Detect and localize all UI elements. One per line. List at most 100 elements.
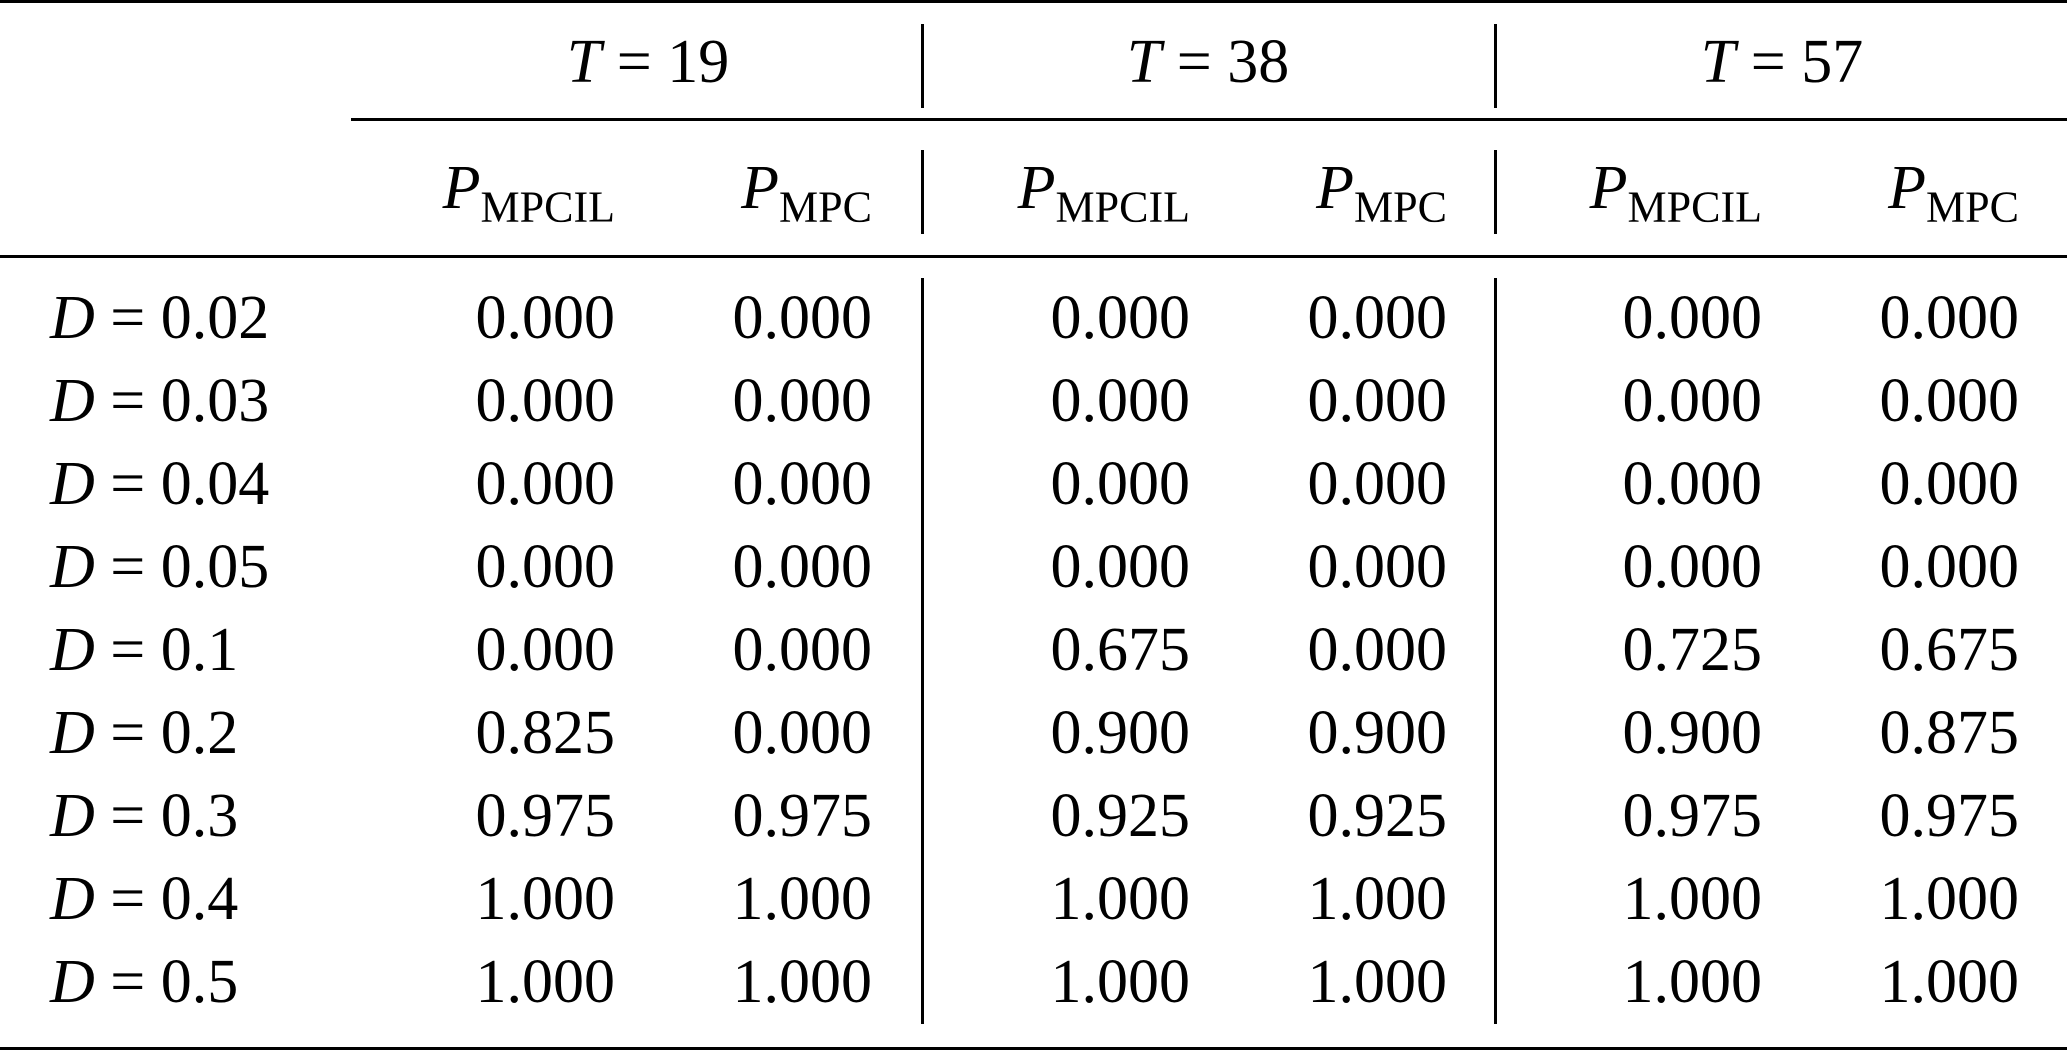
column-symbol: P <box>741 154 780 222</box>
table-cell: 0.000 <box>475 533 616 601</box>
table-cell: 0.000 <box>1307 367 1448 435</box>
table-cell: 0.000 <box>1879 284 2020 352</box>
row-label: D = 0.02 <box>50 282 269 354</box>
group-header-3: T = 57 <box>1582 26 1982 98</box>
table-cell: 0.000 <box>475 284 616 352</box>
table-cell: 0.825 <box>475 699 616 767</box>
table-cell: 0.000 <box>1879 367 2020 435</box>
table-cell: 0.000 <box>475 450 616 518</box>
group-separator-top-1 <box>921 24 924 108</box>
column-header-5: PMPCIL <box>1542 152 1762 243</box>
row-label: D = 0.03 <box>50 365 269 437</box>
row-value: 0.02 <box>160 284 270 352</box>
table-cell: 0.000 <box>1879 450 2020 518</box>
table-cell: 0.000 <box>732 616 873 684</box>
equals-sign: = <box>94 616 161 684</box>
row-variable: D <box>50 948 95 1016</box>
table-cell: 0.900 <box>1622 699 1763 767</box>
table-cell: 0.000 <box>732 533 873 601</box>
equals-sign: = <box>94 533 161 601</box>
table-cell: 0.000 <box>475 616 616 684</box>
equals-sign: = <box>601 28 668 96</box>
column-symbol: P <box>1589 154 1628 222</box>
table-cell: 0.000 <box>475 367 616 435</box>
table-cell: 1.000 <box>475 948 616 1016</box>
table-cell: 0.000 <box>1307 616 1448 684</box>
row-variable: D <box>50 284 95 352</box>
row-label: D = 0.1 <box>50 614 238 686</box>
table-cell: 1.000 <box>1050 948 1191 1016</box>
equals-sign: = <box>94 367 161 435</box>
group-underline <box>351 118 2067 121</box>
row-label: D = 0.05 <box>50 531 269 603</box>
table-cell: 1.000 <box>1879 948 2020 1016</box>
table-cell: 1.000 <box>1307 865 1448 933</box>
row-variable: D <box>50 699 95 767</box>
table-cell: 0.875 <box>1879 699 2020 767</box>
column-header-2: PMPC <box>652 152 872 243</box>
table-cell: 0.000 <box>1622 533 1763 601</box>
group-separator-top-2 <box>1494 24 1497 108</box>
group-header-1: T = 19 <box>448 26 848 98</box>
table-cell: 0.975 <box>732 782 873 850</box>
column-subscript: MPCIL <box>480 182 615 232</box>
table-cell: 0.000 <box>732 284 873 352</box>
table-cell: 0.975 <box>1622 782 1763 850</box>
column-header-3: PMPCIL <box>970 152 1190 243</box>
row-value: 0.05 <box>160 533 270 601</box>
row-variable: D <box>50 865 95 933</box>
equals-sign: = <box>1735 28 1802 96</box>
table-cell: 0.975 <box>1879 782 2020 850</box>
row-value: 0.04 <box>160 450 270 518</box>
group-separator-head-2 <box>1494 150 1497 234</box>
row-variable: D <box>50 616 95 684</box>
table-cell: 0.675 <box>1879 616 2020 684</box>
group-variable: T <box>566 28 602 96</box>
table-cell: 1.000 <box>1879 865 2020 933</box>
row-label: D = 0.3 <box>50 780 238 852</box>
table-cell: 0.000 <box>1050 533 1191 601</box>
table-cell: 1.000 <box>1050 865 1191 933</box>
column-subscript: MPCIL <box>1055 182 1190 232</box>
column-symbol: P <box>442 154 481 222</box>
equals-sign: = <box>94 284 161 352</box>
group-variable: T <box>1700 28 1736 96</box>
row-value: 0.4 <box>160 865 239 933</box>
column-header-4: PMPC <box>1227 152 1447 243</box>
row-value: 0.3 <box>160 782 239 850</box>
column-header-1: PMPCIL <box>395 152 615 243</box>
table-cell: 0.000 <box>1622 284 1763 352</box>
equals-sign: = <box>94 450 161 518</box>
bottom-rule <box>0 1047 2067 1050</box>
column-subscript: MPC <box>779 182 872 232</box>
row-value: 0.5 <box>160 948 239 1016</box>
row-variable: D <box>50 782 95 850</box>
table-cell: 0.000 <box>1622 367 1763 435</box>
equals-sign: = <box>94 699 161 767</box>
table-cell: 0.000 <box>1050 367 1191 435</box>
table-cell: 1.000 <box>475 865 616 933</box>
table-cell: 0.000 <box>1622 450 1763 518</box>
group-header-2: T = 38 <box>1008 26 1408 98</box>
equals-sign: = <box>94 865 161 933</box>
table-cell: 0.000 <box>1050 450 1191 518</box>
equals-sign: = <box>94 782 161 850</box>
column-header-6: PMPC <box>1799 152 2019 243</box>
header-rule <box>0 255 2067 258</box>
row-variable: D <box>50 450 95 518</box>
row-variable: D <box>50 367 95 435</box>
row-value: 0.2 <box>160 699 239 767</box>
column-subscript: MPCIL <box>1627 182 1762 232</box>
table-cell: 1.000 <box>1307 948 1448 1016</box>
row-label: D = 0.5 <box>50 946 238 1018</box>
table-cell: 0.900 <box>1307 699 1448 767</box>
table-cell: 0.975 <box>475 782 616 850</box>
table-cell: 0.000 <box>1879 533 2020 601</box>
table-cell: 1.000 <box>732 865 873 933</box>
row-label: D = 0.04 <box>50 448 269 520</box>
column-subscript: MPC <box>1354 182 1447 232</box>
table-cell: 0.925 <box>1307 782 1448 850</box>
group-separator-body-1 <box>921 278 924 1024</box>
column-subscript: MPC <box>1926 182 2019 232</box>
table-cell: 0.000 <box>1307 284 1448 352</box>
